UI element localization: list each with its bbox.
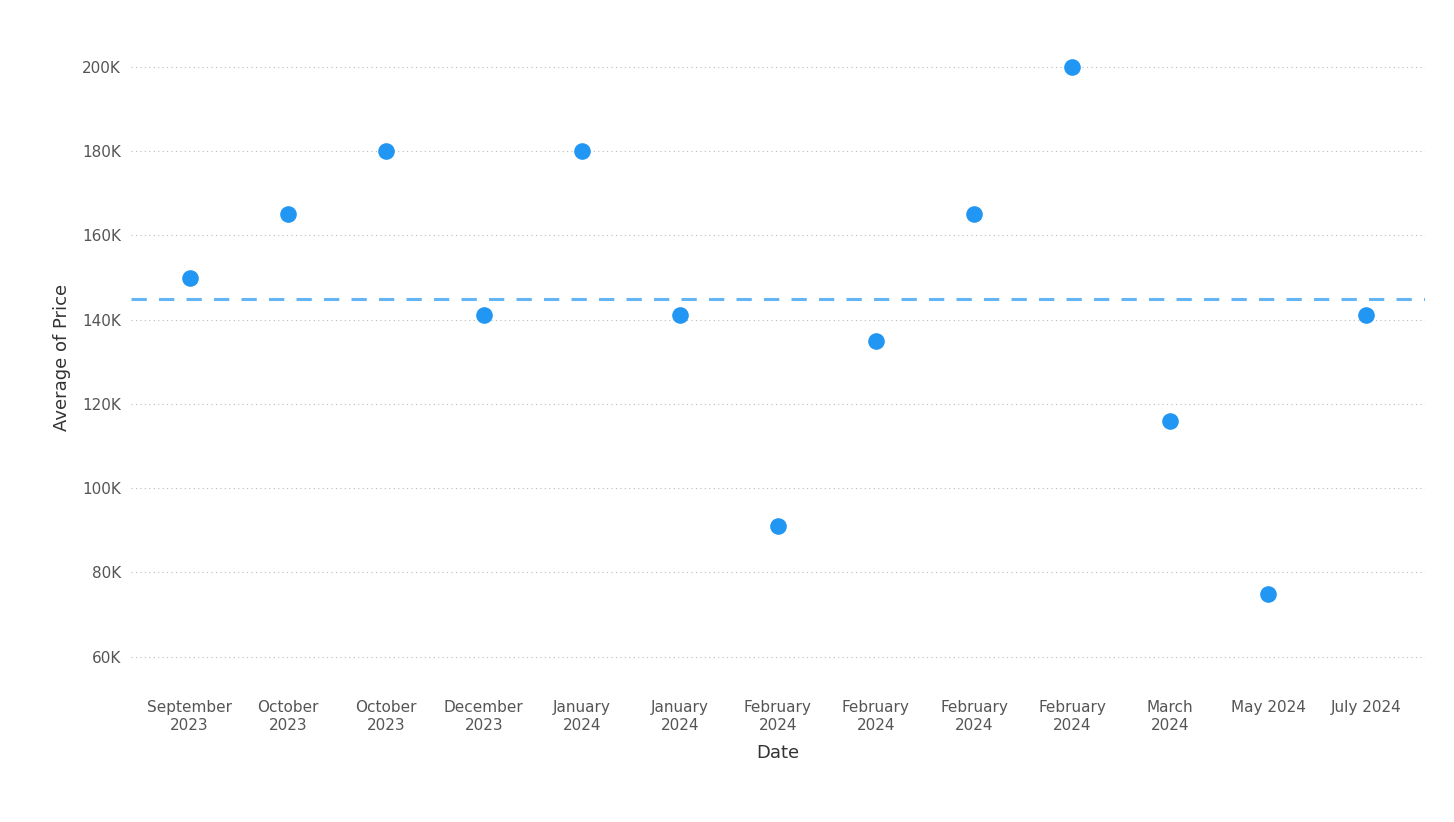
Point <box>669 309 692 322</box>
Point <box>570 145 593 158</box>
Point <box>766 520 790 533</box>
Point <box>177 271 201 284</box>
Point <box>374 145 397 158</box>
Point <box>1159 414 1182 427</box>
Point <box>1256 587 1280 600</box>
Point <box>276 208 300 221</box>
Point <box>963 208 986 221</box>
Point <box>864 334 887 347</box>
Point <box>1355 309 1378 322</box>
X-axis label: Date: Date <box>756 744 800 762</box>
Point <box>1060 60 1083 73</box>
Y-axis label: Average of Price: Average of Price <box>52 284 71 431</box>
Point <box>473 309 496 322</box>
